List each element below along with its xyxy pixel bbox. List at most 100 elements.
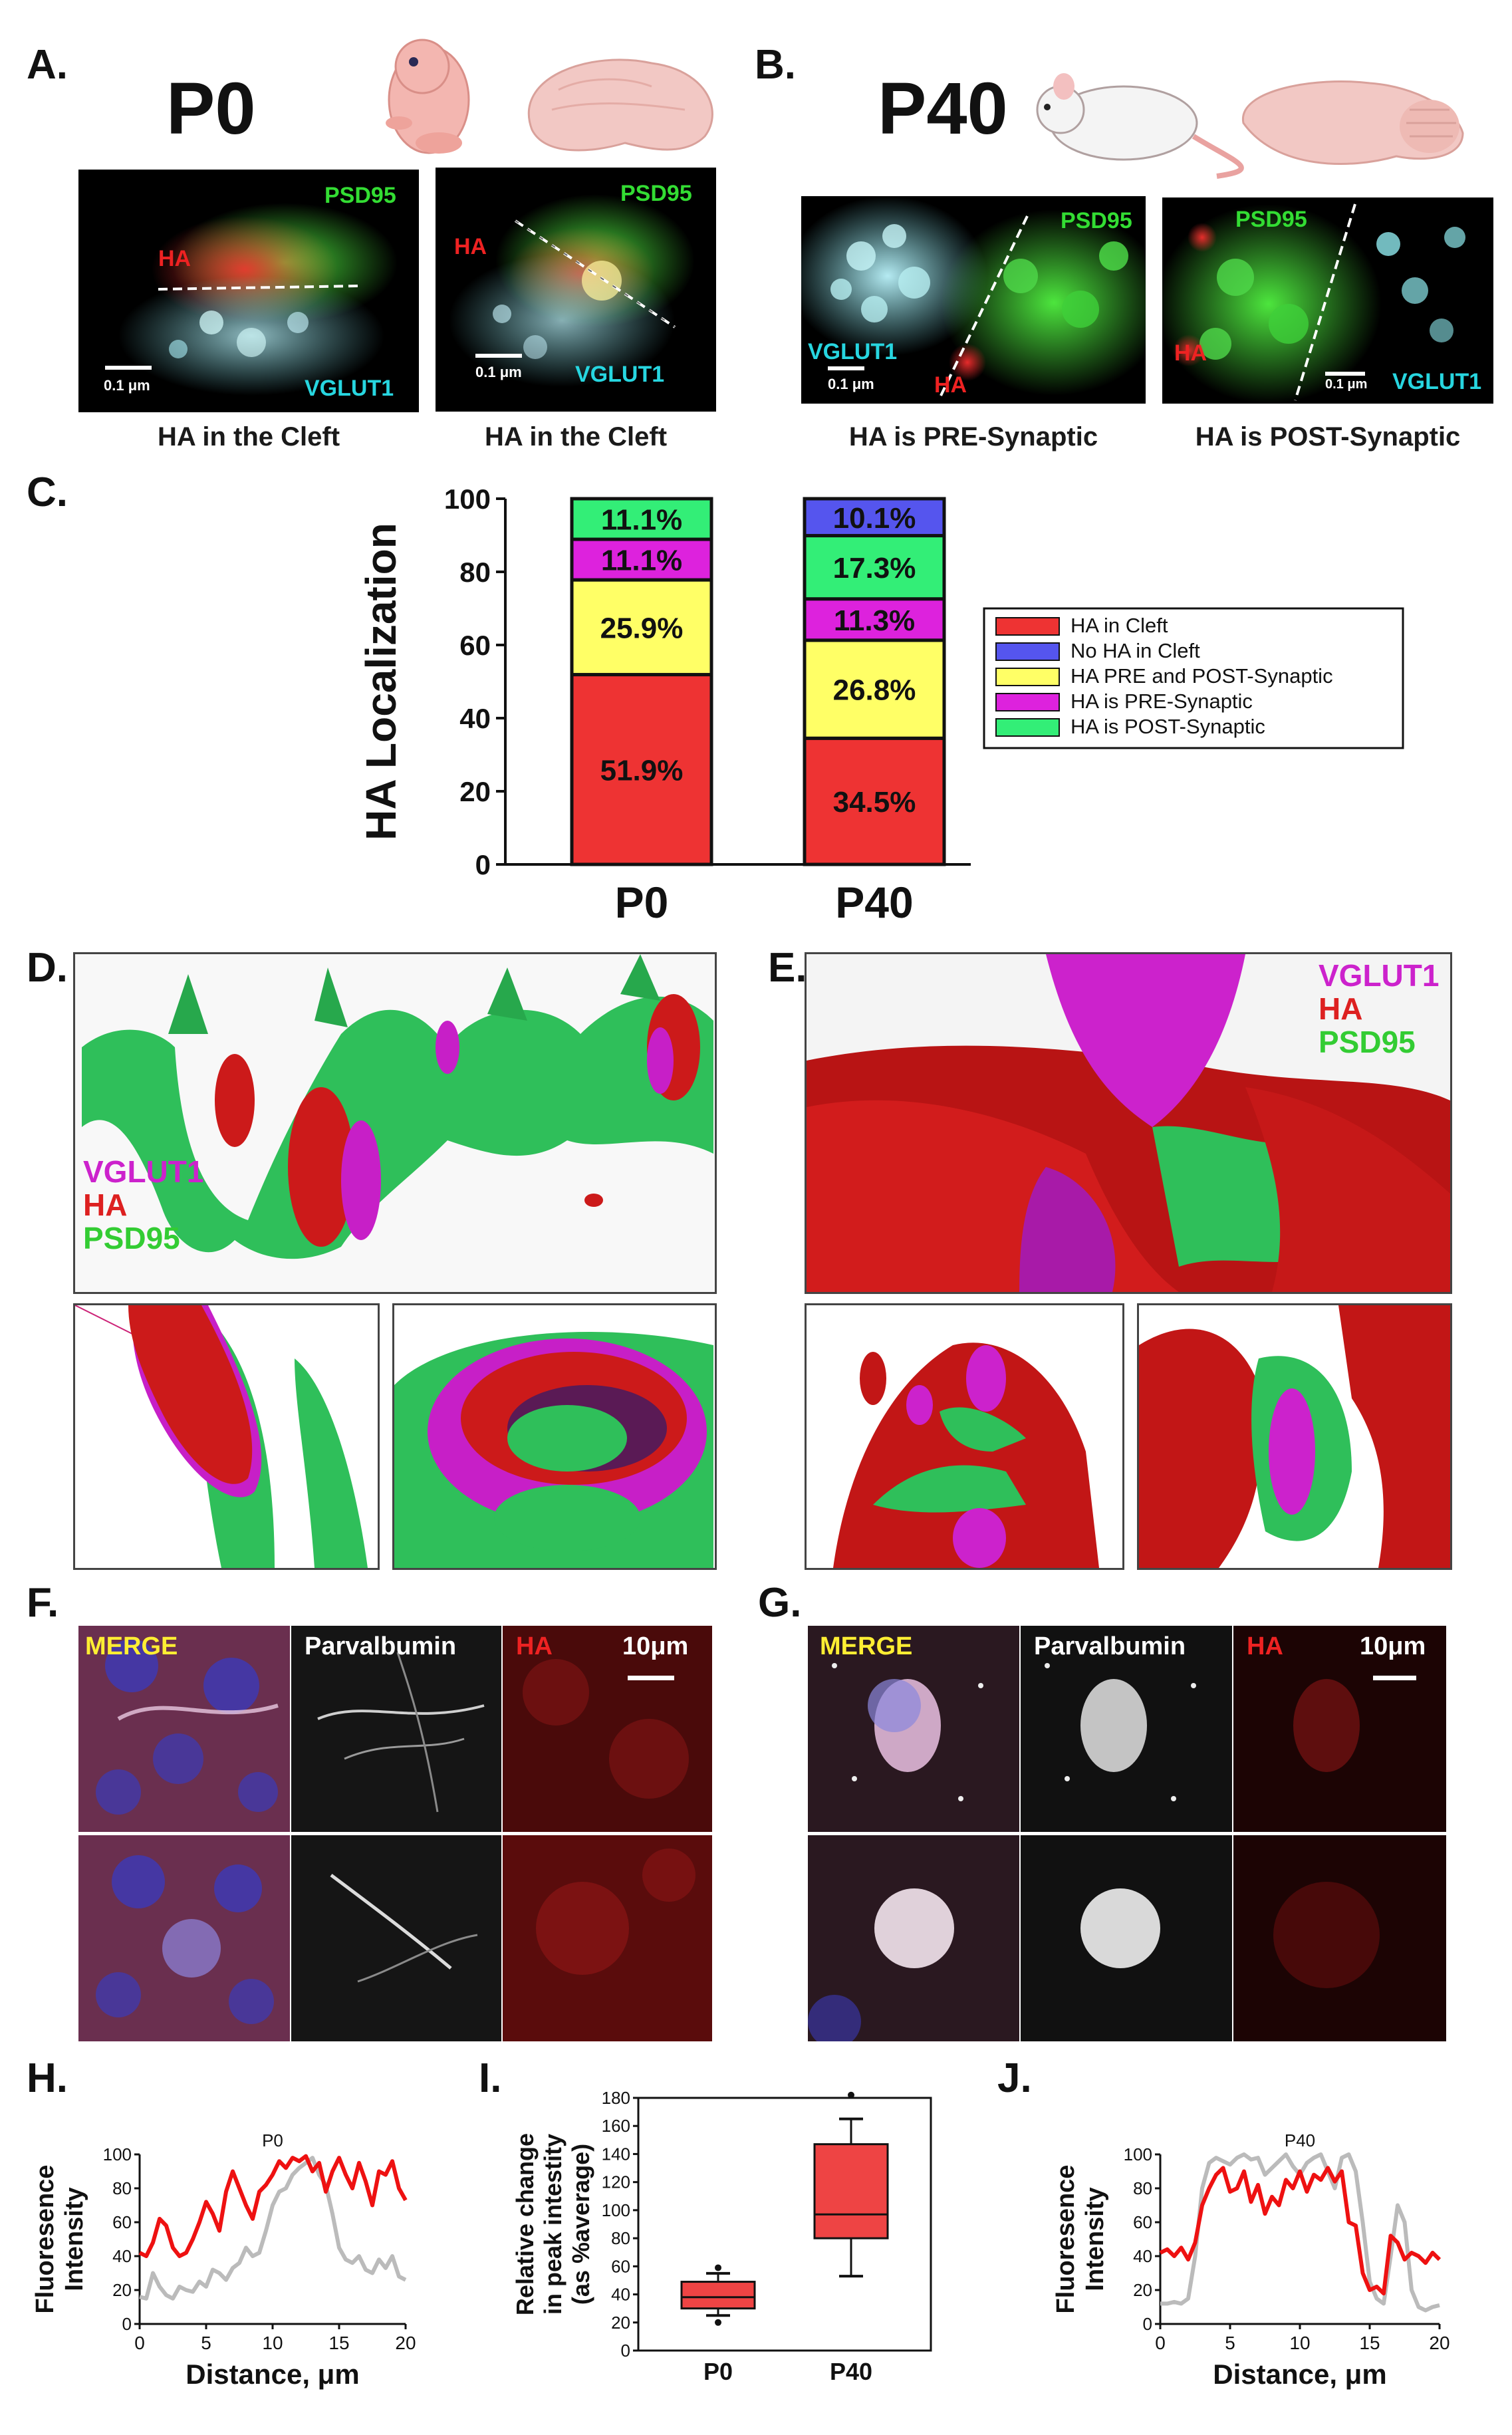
legend-swatch [995,642,1060,661]
psd95-label: PSD95 [1061,208,1132,233]
panel-j-label: J. [997,2055,1032,2101]
legend-label: HA in Cleft [1071,614,1168,637]
y-tick-label: 180 [602,2088,630,2108]
panel-a-label: A. [27,42,68,88]
legend-vglut1: VGLUT1 [1319,958,1440,993]
bar-segment [570,673,713,866]
outlier-point [715,2319,721,2326]
x-tick-label: 20 [395,2333,416,2353]
y-tick-label: 80 [112,2178,132,2198]
g-ha-bottom [1233,1835,1446,2041]
y-tick-label: 20 [112,2280,132,2300]
e-3d-render-main: VGLUT1 HA PSD95 [805,952,1452,1294]
g-merge-top: MERGE [808,1626,1019,1832]
bar-segment [803,534,946,601]
bar-segment-label: 25.9% [600,612,684,644]
g-parvalbumin-top: Parvalbumin [1021,1626,1232,1832]
scale-bar-label: 0.1 μm [475,364,522,380]
panel-a-age-title: P0 [166,68,256,150]
legend-swatch [995,668,1060,686]
bar-segment-label: 51.9% [600,754,684,787]
vglut1-label: VGLUT1 [808,339,898,364]
x-tick-label: 20 [1429,2333,1449,2353]
bar-segment-label: 11.1% [601,504,682,537]
line-chart-p0-fluorescence: 0 20 40 60 80 100 0 5 10 15 20 P0 Distance, μm Fluore… [31,2130,416,2390]
panel-e-label: E. [768,945,807,991]
y-tick-label: 40 [611,2285,630,2305]
bar-segment [803,736,946,866]
psd95-label: PSD95 [620,181,692,206]
panel-f-label: F. [27,1580,59,1626]
y-axis-title: Relative changein peak intestity(as %ave… [511,2133,594,2315]
bar-segment [803,497,946,538]
f-merge-top: MERGE [78,1626,290,1832]
f-parvalbumin-top: Parvalbumin [291,1626,501,1832]
parvalbumin-label: Parvalbumin [305,1632,457,1660]
newborn-pup-icon [386,39,470,154]
box [813,2143,889,2240]
legend-ha: HA [1319,991,1363,1026]
y-tick-label: 100 [1124,2144,1152,2164]
legend-psd95: PSD95 [83,1221,180,1255]
f-parvalbumin-bottom [291,1835,501,2041]
p40-micrograph-1: PSD95 HA VGLUT1 0.1 μm [801,196,1146,404]
p0-brain-icon [527,59,713,152]
p40-caption-1: HA is PRE-Synaptic [848,422,1098,451]
bar-segment [803,597,946,642]
legend-label: HA is PRE-Synaptic [1071,690,1253,713]
parvalbumin-label: Parvalbumin [1034,1632,1186,1660]
y-tick-label: 40 [1133,2246,1152,2266]
y-tick-label: 160 [602,2116,630,2136]
plot-frame [637,2097,932,2352]
series-line [1160,2152,1440,2313]
y-tick-label: 40 [459,703,491,734]
f-ha-bottom [503,1835,712,2041]
p0-micrograph-2: PSD95 HA VGLUT1 0.1 μm [436,168,716,412]
bar-segment-label: 11.1% [601,545,682,577]
f-merge-bottom [78,1835,290,2041]
stacked-bar-chart-ha-localization: 0 20 40 60 80 100 HA Localization 51.9% 25.9% 11.… [357,483,1404,927]
y-axis-title: HA Localization [357,523,405,840]
p40-brain-icon [1242,80,1464,166]
bar-segment [570,578,713,677]
d-3d-render-inset-2 [392,1303,717,1570]
panel-i-label: I. [479,2055,502,2101]
y-tick-label: 20 [1133,2280,1152,2300]
series-line [1159,2166,1442,2296]
p40-caption-2: HA is POST-Synaptic [1195,422,1461,451]
panel-d-label: D. [27,945,68,991]
box [680,2281,756,2310]
merge-label: MERGE [85,1632,178,1660]
x-category-label: P0 [615,878,669,927]
vglut1-label: VGLUT1 [575,362,665,387]
d-3d-render-inset-1 [73,1303,380,1570]
y-tick-label: 0 [475,849,491,880]
bar-segment-label: 26.8% [833,674,916,707]
y-axis-title: FluoresenceIntensity [31,2165,88,2314]
legend-swatch [995,617,1060,636]
x-tick-label: 10 [262,2333,283,2353]
x-category-label: P0 [703,2358,733,2385]
series-line [138,2154,408,2258]
p40-micrograph-2: PSD95 HA VGLUT1 0.1 μm [1162,197,1493,404]
scale-bar-label: 0.1 μm [104,377,150,394]
x-tick-label: 15 [1359,2333,1380,2353]
legend-label: HA is POST-Synaptic [1071,715,1265,738]
y-axis-title: FluoresenceIntensity [1052,2165,1109,2314]
chart-title: P40 [1285,2130,1315,2150]
x-category-label: P40 [835,878,913,927]
ha-label: HA [516,1632,553,1660]
panel-b-label: B. [755,42,796,88]
ha-label: HA [454,234,487,259]
y-tick-label: 0 [621,2341,630,2361]
vglut1-label: VGLUT1 [1392,369,1482,394]
ha-label: HA [1247,1632,1283,1660]
legend-ha: HA [83,1188,128,1222]
x-category-label: P40 [830,2358,872,2385]
y-tick-label: 80 [1133,2178,1152,2198]
x-tick-label: 0 [1155,2333,1166,2353]
g-parvalbumin-bottom [1021,1835,1232,2041]
y-tick-label: 140 [602,2144,630,2164]
bar-segment [803,638,946,740]
ha-label: HA [1174,340,1207,366]
